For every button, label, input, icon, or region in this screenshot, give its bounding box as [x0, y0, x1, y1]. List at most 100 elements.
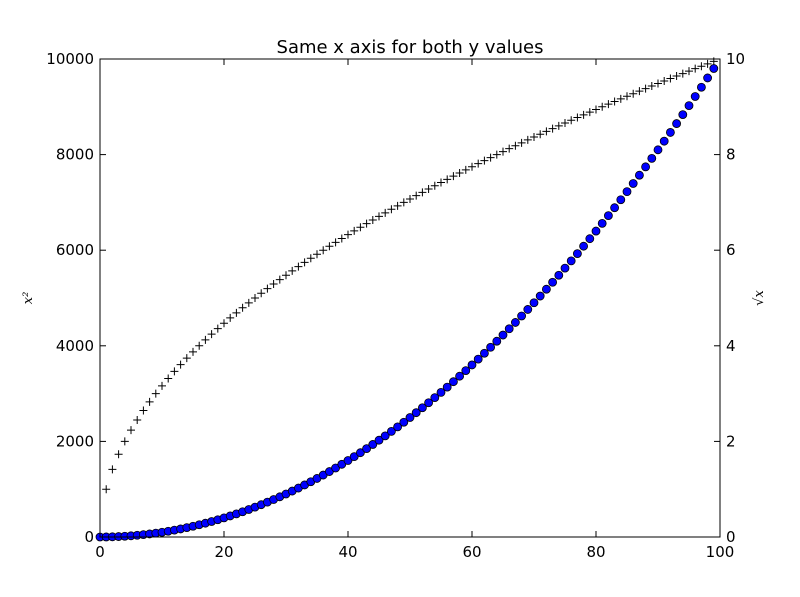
plus-marker — [548, 124, 557, 133]
sqrt-point — [158, 381, 166, 390]
sqrt-point — [170, 367, 179, 376]
plus-marker — [381, 208, 390, 217]
plus-marker — [647, 82, 656, 91]
plus-marker — [678, 69, 687, 78]
plus-marker — [201, 335, 210, 344]
square-point — [628, 179, 638, 188]
sqrt-point — [406, 195, 414, 204]
square-point — [579, 241, 588, 251]
y-right-tick-label: 8 — [726, 146, 736, 164]
sqrt-point — [505, 144, 514, 153]
square-point — [653, 145, 663, 155]
plus-marker — [362, 219, 371, 228]
sqrt-point — [480, 156, 489, 165]
y-left-tick-label: 2000 — [56, 432, 94, 450]
plus-marker — [120, 437, 129, 446]
sqrt-point — [461, 165, 470, 174]
sqrt-point — [195, 341, 204, 350]
sqrt-point — [542, 127, 551, 136]
sqrt-point — [517, 138, 526, 147]
plus-marker — [703, 59, 712, 68]
square-point — [479, 348, 489, 358]
square-point — [517, 311, 526, 321]
sqrt-point — [251, 294, 259, 302]
sqrt-point — [492, 150, 501, 159]
plus-marker — [567, 116, 576, 125]
square-point — [467, 360, 477, 370]
sqrt-point — [232, 308, 241, 317]
sqrt-point — [418, 188, 427, 197]
sqrt-point — [567, 116, 576, 125]
plot-frame — [99, 58, 721, 538]
plus-marker — [641, 84, 650, 93]
plus-marker — [300, 258, 309, 267]
square-point — [368, 440, 378, 449]
plus-marker — [616, 94, 625, 103]
plus-marker — [350, 226, 359, 235]
sqrt-point — [585, 108, 594, 117]
sqrt-point — [424, 185, 433, 194]
plus-marker — [176, 360, 185, 369]
sqrt-point — [412, 191, 421, 200]
plus-marker — [319, 246, 328, 255]
plus-marker — [331, 238, 340, 247]
plus-marker — [461, 165, 470, 174]
square-point — [461, 366, 471, 376]
square-point — [393, 422, 403, 432]
plus-marker — [244, 298, 253, 307]
plus-marker — [610, 97, 619, 106]
plus-marker — [313, 250, 321, 259]
y-right-tick-label: 4 — [726, 337, 736, 355]
sqrt-point — [523, 135, 532, 144]
sqrt-point — [499, 147, 507, 156]
plus-marker — [635, 87, 644, 96]
plus-marker — [542, 127, 551, 136]
plus-marker — [492, 150, 501, 159]
plus-marker — [691, 64, 700, 73]
square-point — [417, 403, 427, 413]
sqrt-point — [319, 246, 328, 255]
x-tick-label: 100 — [706, 543, 735, 561]
plus-marker — [387, 205, 396, 214]
sqrt-point — [275, 275, 284, 284]
plus-marker — [486, 153, 495, 162]
square-point — [604, 211, 613, 220]
plus-marker — [269, 280, 278, 289]
plus-marker — [523, 135, 532, 144]
square-point — [560, 263, 570, 273]
sqrt-point — [697, 62, 706, 71]
sqrt-point — [381, 208, 390, 217]
sqrt-point — [238, 303, 247, 312]
plus-marker — [133, 415, 142, 424]
sqrt-point — [300, 258, 309, 267]
plus-marker — [430, 181, 439, 190]
square-point — [678, 110, 688, 120]
square-point — [442, 382, 452, 392]
square-point — [448, 377, 458, 387]
sqrt-point — [182, 354, 191, 363]
square-point — [511, 318, 520, 327]
sqrt-point — [468, 162, 476, 171]
plus-marker — [654, 79, 662, 88]
sqrt-point — [691, 64, 700, 73]
sqrt-point — [127, 426, 135, 435]
plus-marker — [108, 465, 117, 474]
plus-marker — [530, 133, 538, 142]
plus-marker — [139, 406, 148, 415]
square-point — [616, 195, 626, 205]
sqrt-point — [616, 94, 625, 103]
square-point — [399, 417, 409, 427]
plus-marker — [660, 77, 669, 86]
sqrt-point — [151, 389, 160, 398]
sqrt-point — [133, 415, 142, 424]
sqrt-point — [325, 242, 334, 251]
x-tick-label: 0 — [95, 543, 105, 561]
sqrt-point — [350, 226, 359, 235]
square-point — [703, 73, 712, 83]
y-right-tick-label: 10 — [726, 50, 745, 68]
sqrt-point — [641, 84, 650, 93]
plus-marker — [164, 374, 173, 383]
sqrt-point — [604, 100, 613, 109]
square-point — [666, 128, 675, 137]
